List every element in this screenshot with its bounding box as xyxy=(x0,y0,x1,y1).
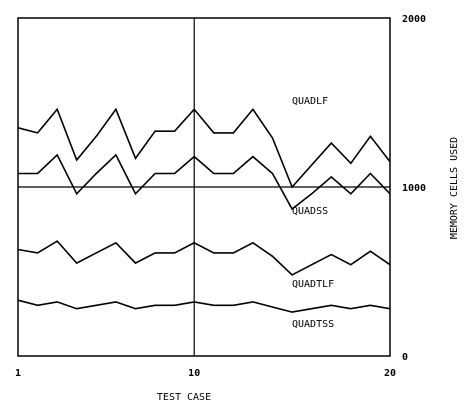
y-tick-label: 1000 xyxy=(402,183,426,194)
series-line-quadtss xyxy=(17,299,391,313)
plot-frame xyxy=(17,17,391,357)
x-tick-label: 1 xyxy=(15,368,21,379)
y-axis-label: MEMORY CELLS USED xyxy=(449,137,460,239)
x-axis-label: TEST CASE xyxy=(157,392,211,403)
series-line-quadss xyxy=(18,153,391,211)
series-line-quadlf xyxy=(17,107,391,189)
y-tick-label: 0 xyxy=(402,352,408,363)
series-label: QUADTSS xyxy=(292,319,334,330)
x-tick-label: 20 xyxy=(384,368,396,379)
series-line-quadtlf xyxy=(17,240,391,276)
series-label: QUADLF xyxy=(292,96,328,107)
series-label: QUADSS xyxy=(292,206,328,217)
y-tick-label: 2000 xyxy=(402,14,426,25)
series-layer xyxy=(17,107,391,313)
series-label: QUADTLF xyxy=(292,279,334,290)
x-tick-label: 10 xyxy=(188,368,200,379)
